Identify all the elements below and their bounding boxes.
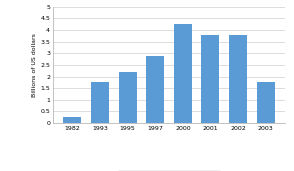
Bar — [229, 35, 247, 123]
Bar — [201, 35, 219, 123]
Bar — [146, 56, 164, 123]
Bar — [64, 117, 81, 123]
Y-axis label: Billions of US dollars: Billions of US dollars — [33, 33, 38, 97]
Bar — [257, 82, 275, 123]
Bar — [119, 72, 137, 123]
Bar — [91, 82, 109, 123]
Bar — [174, 24, 192, 123]
